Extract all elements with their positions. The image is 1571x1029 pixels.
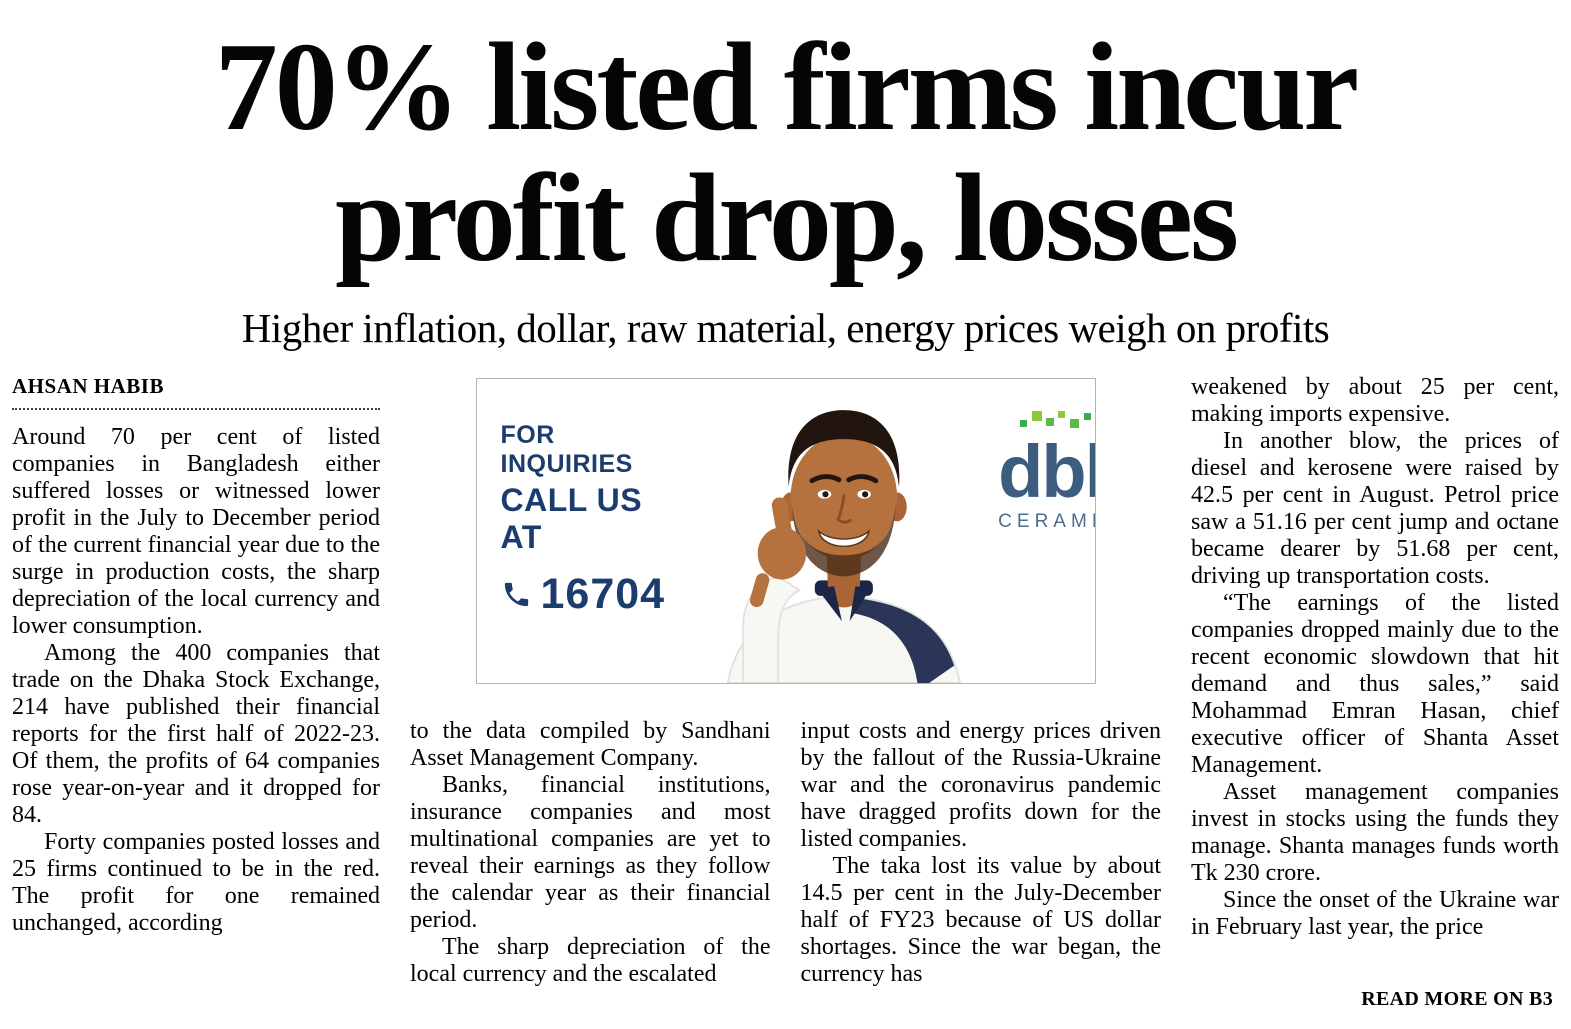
article-paragraph: The taka lost its value by about 14.5 pe… xyxy=(800,853,1162,988)
article-paragraph: Asset management companies invest in sto… xyxy=(1191,779,1559,887)
middle-columns: to the data compiled by Sandhani Asset M… xyxy=(410,718,1161,988)
ad-phone-row: 16704 xyxy=(501,570,689,619)
column-2: to the data compiled by Sandhani Asset M… xyxy=(410,718,771,988)
dbl-ceramics-logo: dbl CERAMICS xyxy=(998,379,1095,683)
column-4: weakened by about 25 per cent, making im… xyxy=(1191,374,1559,988)
ad-call-label: CALL US AT xyxy=(500,482,643,556)
article-paragraph: The sharp depreciation of the local curr… xyxy=(410,934,771,988)
article-paragraph: Among the 400 companies that trade on th… xyxy=(12,640,380,829)
advertisement-dbl-ceramics: FOR INQUIRIES CALL US AT 16704 xyxy=(475,378,1096,685)
column-1: AHSAN HABIB Around 70 per cent of listed… xyxy=(12,374,380,988)
article-paragraph: Since the onset of the Ukraine war in Fe… xyxy=(1191,887,1559,941)
brand-tagline: CERAMICS xyxy=(998,511,1094,533)
spokesperson-photo xyxy=(689,379,999,684)
read-more-pointer: READ MORE ON B3 xyxy=(1349,988,1553,1011)
spokesperson-illustration xyxy=(726,410,961,684)
ad-phone-number: 16704 xyxy=(540,570,666,619)
logo-pixel xyxy=(1046,418,1055,427)
logo-pixel xyxy=(1020,420,1028,428)
logo-pixel xyxy=(1032,411,1043,422)
article-paragraph: input costs and energy prices driven by … xyxy=(800,718,1162,853)
article-paragraph: “The earnings of the listed companies dr… xyxy=(1191,590,1559,779)
article-body: AHSAN HABIB Around 70 per cent of listed… xyxy=(12,374,1559,988)
logo-pixel xyxy=(1084,413,1092,421)
article-paragraph: Around 70 per cent of listed companies i… xyxy=(12,424,380,640)
ad-inquiries-label: FOR INQUIRIES xyxy=(500,421,633,479)
logo-pixel-squares xyxy=(998,411,1094,437)
headline-line-1: 70% listed firms incur xyxy=(214,18,1359,157)
logo-pixel xyxy=(1058,411,1066,419)
headline-line-2: profit drop, losses xyxy=(335,149,1239,289)
ad-contact-block: FOR INQUIRIES CALL US AT 16704 xyxy=(477,379,689,683)
middle-section: FOR INQUIRIES CALL US AT 16704 xyxy=(410,374,1161,988)
article-paragraph: Banks, financial institutions, insurance… xyxy=(410,772,771,934)
byline-rule xyxy=(12,408,380,411)
article-paragraph: In another blow, the prices of diesel an… xyxy=(1191,428,1559,590)
article-paragraph: Forty companies posted losses and 25 fir… xyxy=(12,829,380,937)
subheadline: Higher inflation, dollar, raw material, … xyxy=(241,305,1330,352)
article-paragraph: weakened by about 25 per cent, making im… xyxy=(1191,374,1559,428)
logo-pixel xyxy=(1070,419,1080,429)
byline: AHSAN HABIB xyxy=(12,374,164,399)
article-paragraph: to the data compiled by Sandhani Asset M… xyxy=(410,718,771,772)
brand-name: dbl xyxy=(998,430,1096,514)
headline: 70% listed firms incur profit drop, loss… xyxy=(12,22,1559,284)
phone-icon xyxy=(504,582,528,607)
column-3: input costs and energy prices driven by … xyxy=(801,718,1162,988)
